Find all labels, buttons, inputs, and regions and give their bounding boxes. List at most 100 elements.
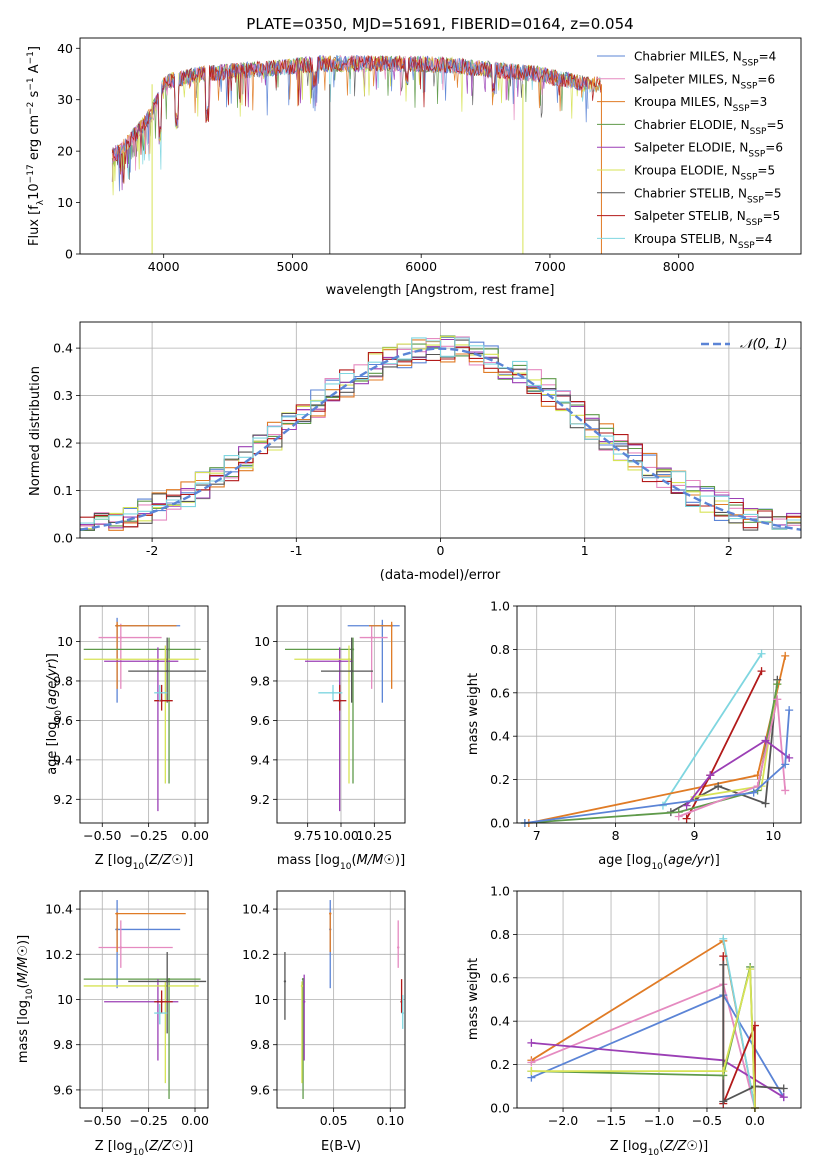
x-tick-label: 9 <box>691 828 699 843</box>
data-layer <box>285 619 400 812</box>
axes-mass_vs_EBV: 0.05 0.10 9.6 9.8 10 10.2 10.4 <box>242 890 406 1128</box>
x-axis-label-part: Z/Z☉ <box>148 853 183 868</box>
y-tick-label: 30 <box>57 92 73 107</box>
y-tick-label: 0.4 <box>490 729 510 744</box>
y-tick-label: 9.6 <box>250 713 270 728</box>
legend-label-part: SSP <box>738 241 755 251</box>
y-tick-label: 9.4 <box>53 752 73 767</box>
y-tick-label: 9.8 <box>250 1037 270 1052</box>
x-axis-label-part: )] <box>183 853 193 868</box>
plot-area <box>80 606 208 823</box>
axes-mass_vs_Z: −0.50 −0.25 0.00 9.6 9.8 10 10.2 10.4 <box>45 890 209 1128</box>
x-tick-label: −2.0 <box>548 1113 578 1128</box>
x-tick-label: −1.5 <box>596 1113 626 1128</box>
x-axis-label-part: )] <box>698 1139 708 1154</box>
legend-label-part: Kroupa ELODIE, N <box>634 164 741 178</box>
x-tick-label: 7000 <box>534 259 566 274</box>
y-axis-label-part: 10 <box>25 988 35 1000</box>
y-tick-label: 9.6 <box>250 1082 270 1097</box>
plus-marker <box>719 1097 728 1106</box>
data-layer <box>80 335 801 532</box>
data-layer <box>83 900 207 1099</box>
plus-marker <box>781 786 790 795</box>
data-point <box>160 1000 163 1003</box>
x-tick-label: 4000 <box>148 259 180 274</box>
data-point <box>160 699 163 702</box>
legend-label-part: SSP <box>741 173 758 183</box>
axes-frame <box>516 890 802 1109</box>
plus-marker <box>682 814 691 823</box>
y-tick-label: 10 <box>254 634 270 649</box>
x-tick-label: 0 <box>437 543 445 558</box>
frame-layer: −0.50 −0.25 0.00 9.2 9.4 9.6 9.8 10 <box>53 605 209 843</box>
y-tick-label: 0.1 <box>53 483 73 498</box>
data-point <box>167 648 171 651</box>
plus-marker <box>781 651 790 660</box>
y-axis-label: age [log10(age/yr)] <box>45 653 64 775</box>
plus-marker <box>746 965 755 974</box>
x-axis-label-part: Z [log <box>95 853 133 868</box>
legend-label: Salpeter STELIB, NSSP=5 <box>634 209 780 228</box>
x-axis-label-part: 10 <box>133 862 145 872</box>
plus-marker <box>706 771 715 780</box>
legend-label-part: =5 <box>766 118 784 132</box>
y-tick-label: 0.8 <box>490 642 510 657</box>
data-layer <box>83 617 207 812</box>
axes-weight_vs_age: 7 8 9 10 0.0 0.2 0.4 0.6 0.8 1.0 <box>490 599 802 843</box>
y-axis-label-part: M/M☉ <box>16 945 31 983</box>
legend-label: Kroupa MILES, NSSP=3 <box>634 95 767 114</box>
data-point <box>158 1011 161 1015</box>
histogram-step <box>80 346 801 530</box>
x-axis-label-part: 10 <box>340 862 352 872</box>
data-point <box>156 660 160 663</box>
y-axis-label-part: ] <box>27 46 42 51</box>
y-axis-label: mass [log10(M/M☉)] <box>16 935 35 1063</box>
frame-layer: 7 8 9 10 0.0 0.2 0.4 0.6 0.8 1.0 <box>490 599 802 843</box>
y-tick-label: 10 <box>254 992 270 1007</box>
y-axis-label-part: −2 <box>26 102 36 115</box>
legend-label-part: SSP <box>733 104 750 114</box>
legend-label-part: Salpeter STELIB, N <box>634 209 746 223</box>
y-axis-label-part: 10 <box>27 183 42 200</box>
legend-label-part: Salpeter ELODIE, N <box>634 141 748 155</box>
plus-marker <box>719 934 728 943</box>
y-tick-label: 0.0 <box>490 816 510 831</box>
x-tick-label: -1 <box>290 543 302 558</box>
data-point <box>158 691 161 694</box>
axes-age_vs_Z: −0.50 −0.25 0.00 9.2 9.4 9.6 9.8 10 <box>53 605 209 843</box>
data-layer <box>520 649 794 827</box>
x-axis-label: E(B-V) <box>321 1139 361 1154</box>
legend-label-part: Kroupa STELIB, N <box>634 232 738 246</box>
data-point <box>165 669 169 673</box>
y-tick-label: 0.2 <box>490 772 510 787</box>
data-point <box>115 912 119 915</box>
x-axis-label-part: ( <box>663 853 668 868</box>
y-tick-label: 10 <box>57 195 73 210</box>
legend-label: Kroupa STELIB, NSSP=4 <box>634 232 772 251</box>
x-axis-label-part: ( <box>144 1139 149 1154</box>
x-tick-label: 5000 <box>277 259 309 274</box>
plus-marker <box>719 960 728 969</box>
y-tick-label: 9.2 <box>53 792 73 807</box>
axes-spectrum: 4000 5000 6000 7000 8000 0 10 20 30 40 <box>57 37 802 274</box>
x-tick-label: 2 <box>725 543 733 558</box>
data-point <box>164 658 167 661</box>
x-tick-label: 0.05 <box>320 1113 348 1128</box>
figure-title: PLATE=0350, MJD=51691, FIBERID=0164, z=0… <box>246 15 633 33</box>
y-tick-label: 0.4 <box>53 341 73 356</box>
legend-label-part: SSP <box>750 127 767 137</box>
plus-marker <box>779 1084 788 1093</box>
legend-label-part: =5 <box>763 209 781 223</box>
y-tick-label: 10.2 <box>45 947 73 962</box>
x-axis-label-part: )] <box>183 1139 193 1154</box>
plus-marker <box>674 812 683 821</box>
y-axis-label-part: ( <box>16 983 31 988</box>
x-axis-label-part: Z [log <box>610 1139 648 1154</box>
plus-marker <box>682 801 691 810</box>
y-tick-label: 10.4 <box>242 902 270 917</box>
weight-line <box>662 653 763 807</box>
data-point <box>331 691 335 694</box>
x-axis-label-part: ( <box>144 853 149 868</box>
